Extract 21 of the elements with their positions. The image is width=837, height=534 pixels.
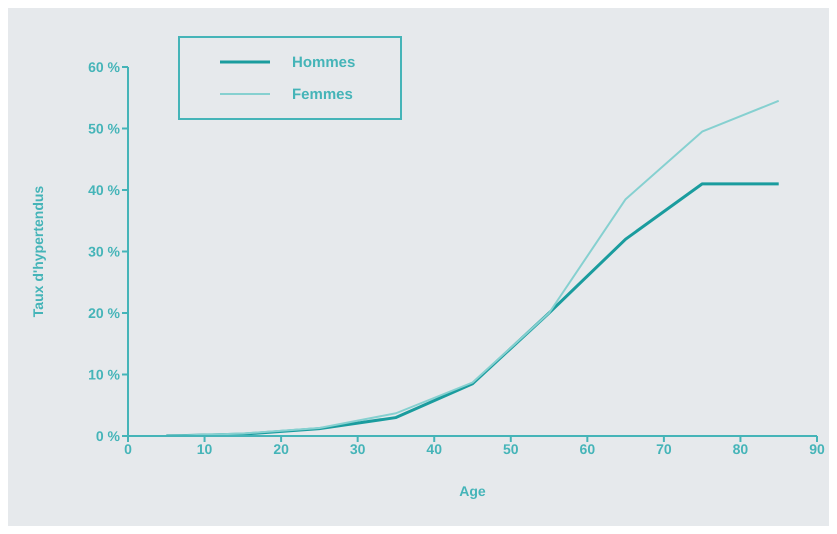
x-tick-label: 10 [196,440,213,457]
x-tick-label: 50 [502,440,519,457]
x-tick-label: 70 [656,440,672,457]
x-tick-label: 60 [580,440,596,457]
y-tick-label: 20 % [88,304,121,321]
legend-label: Femmes [292,86,353,102]
y-tick-label: 50 % [88,120,121,136]
x-axis-title: Age [459,483,486,499]
x-tick-label: 30 [350,440,366,457]
legend-label: Hommes [292,54,356,70]
y-tick-label: 0 % [96,428,121,444]
x-tick-label: 90 [809,440,825,457]
y-tick-label: 60 % [88,58,121,75]
x-tick-label: 20 [273,440,290,457]
x-tick-label: 80 [732,440,748,457]
y-axis-title: Taux d'hypertendus [30,186,46,318]
x-tick-label: 40 [426,440,442,457]
y-tick-label: 30 % [88,243,121,260]
x-tick-label: 0 [124,440,132,457]
y-tick-label: 10 % [88,366,121,382]
y-tick-label: 40 % [88,182,121,198]
